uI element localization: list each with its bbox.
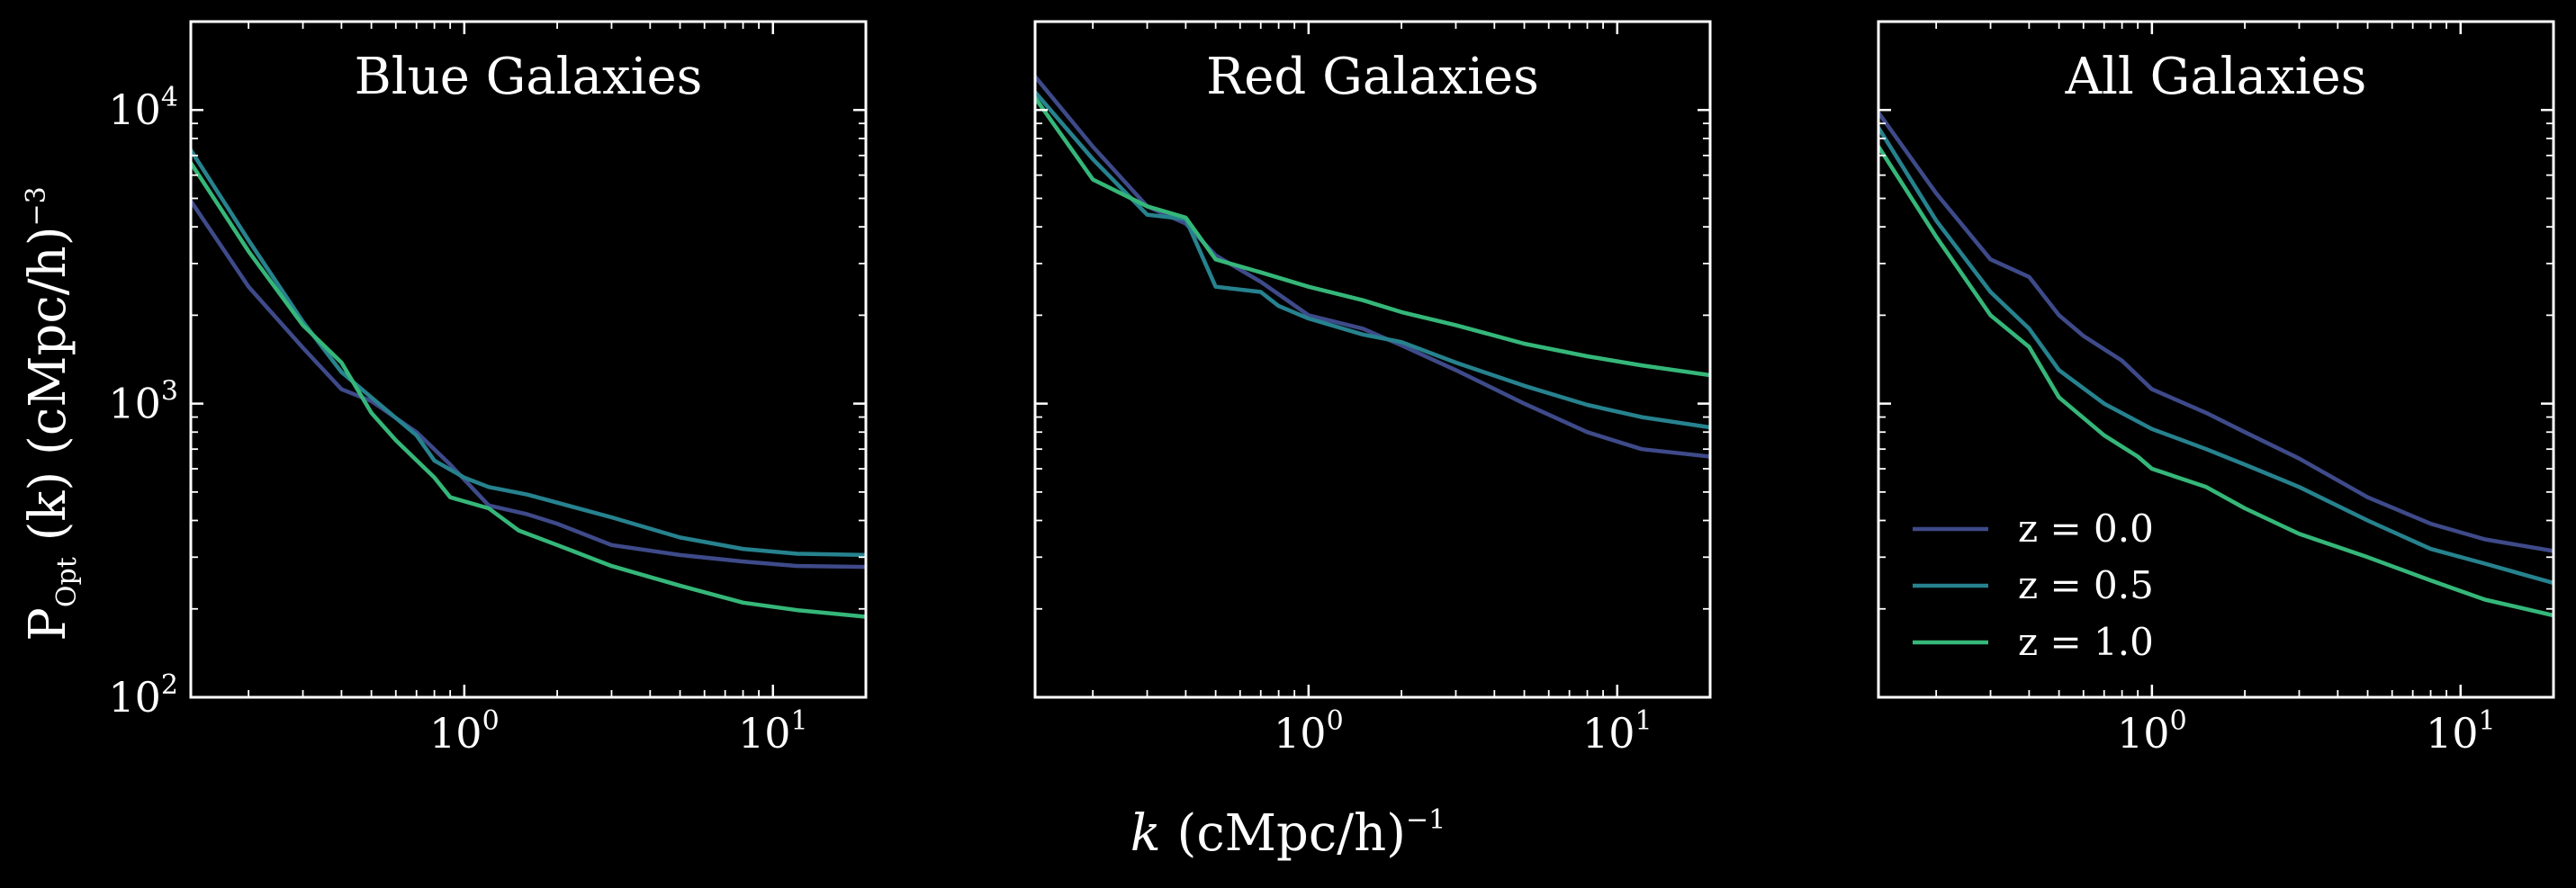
panel-1: 100 101 102 103 104 Blue Galaxies bbox=[108, 20, 868, 758]
panel-3: 100 101 All Galaxies z = 0.0 z = 0.5 z = 1.0 bbox=[1877, 20, 2555, 758]
legend-label: z = 0.0 bbox=[2018, 507, 2154, 551]
plot-frame bbox=[189, 20, 868, 699]
series-line-z-0-5 bbox=[191, 148, 866, 558]
x-tick-label: 100 bbox=[429, 705, 500, 758]
panels: 100 101 102 103 104 Blue Galaxies 100 101 Red Ga… bbox=[108, 20, 2555, 758]
x-tick-label: 101 bbox=[738, 705, 808, 758]
y-tick-label: 103 bbox=[108, 376, 178, 428]
x-tick-label: 100 bbox=[2117, 705, 2187, 758]
legend: z = 0.0 z = 0.5 z = 1.0 bbox=[1913, 507, 2154, 664]
series-line-z-0-5 bbox=[1878, 125, 2553, 586]
legend-label: z = 1.0 bbox=[2018, 620, 2154, 664]
x-tick-label: 101 bbox=[2426, 705, 2496, 758]
series-line-z-1-0 bbox=[191, 160, 866, 619]
plot-frame bbox=[1033, 20, 1712, 699]
panel-title: Blue Galaxies bbox=[355, 48, 703, 106]
series-line-z-1-0 bbox=[1035, 95, 1710, 378]
series-line-z-0-0 bbox=[191, 199, 866, 570]
x-axis-title: k (cMpc/h)−1 bbox=[1130, 804, 1446, 863]
panel-title: Red Galaxies bbox=[1206, 48, 1539, 106]
legend-label: z = 0.5 bbox=[2018, 563, 2154, 607]
panel-title: All Galaxies bbox=[2065, 48, 2367, 106]
plot-frame bbox=[1877, 20, 2555, 699]
series-line-z-0-5 bbox=[1035, 90, 1710, 430]
y-axis-title: POpt (k) (cMpc/h)−3 bbox=[19, 186, 83, 641]
series-line-z-0-0 bbox=[1035, 74, 1710, 459]
panel-2: 100 101 Red Galaxies bbox=[1033, 20, 1712, 758]
y-tick-label: 104 bbox=[108, 82, 178, 134]
series-line-z-0-0 bbox=[1878, 110, 2553, 553]
y-tick-label: 102 bbox=[108, 669, 178, 722]
x-tick-label: 101 bbox=[1582, 705, 1653, 758]
x-tick-label: 100 bbox=[1274, 705, 1344, 758]
series-line-z-1-0 bbox=[1878, 144, 2553, 618]
